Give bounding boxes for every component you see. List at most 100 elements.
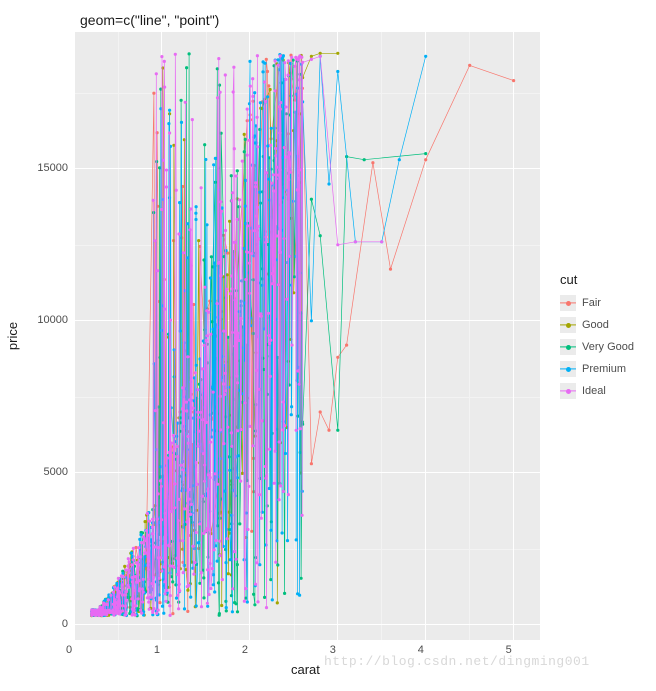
series-point [174,583,177,586]
series-point [298,168,301,171]
series-point [205,421,208,424]
series-point [236,332,239,335]
series-point [246,108,249,111]
series-point [229,558,232,561]
series-point [222,382,225,385]
series-point [182,571,185,574]
series-point [260,315,263,318]
series-point [261,70,264,73]
series-point [142,591,145,594]
series-point [202,576,205,579]
series-point [256,206,259,209]
series-point [124,568,127,571]
series-point [137,546,140,549]
series-point [189,207,192,210]
series-point [217,57,220,60]
series-point [274,561,277,564]
series-point [211,385,214,388]
series-point [267,84,270,87]
series-point [173,482,176,485]
series-point [231,331,234,334]
series-point [248,60,251,63]
series-point [111,609,114,612]
series-point [269,88,272,91]
series-point [237,454,240,457]
series-point [221,578,224,581]
series-point [107,598,110,601]
series-point [173,348,176,351]
series-point [202,596,205,599]
series-point [181,386,184,389]
series-point [241,160,244,163]
series-point [244,401,247,404]
series-point [183,607,186,610]
series-point [235,374,238,377]
series-point [173,506,176,509]
series-point [248,262,251,265]
series-point [273,482,276,485]
series-point [216,483,219,486]
series-point [143,555,146,558]
series-point [191,545,194,548]
series-point [290,405,293,408]
series-point [152,92,155,95]
series-point [269,375,272,378]
series-point [251,77,254,80]
series-point [167,122,170,125]
series-point [163,565,166,568]
series-point [354,240,357,243]
series-point [201,418,204,421]
series-point [163,512,166,515]
series-point [284,78,287,81]
series-point [158,601,161,604]
series-point [285,155,288,158]
series-point [220,604,223,607]
series-point [138,587,141,590]
series-point [145,529,148,532]
series-point [236,429,239,432]
series-point [248,292,251,295]
series-point [231,191,234,194]
series-point [128,560,131,563]
series-point [212,163,215,166]
series-point [251,444,254,447]
series-point [104,598,107,601]
series-point [184,101,187,104]
series-point [255,215,258,218]
series-point [147,601,150,604]
series-point [173,447,176,450]
series-point [172,434,175,437]
series-point [224,73,227,76]
series-point [218,84,221,87]
series-point [177,232,180,235]
series-point [227,572,230,575]
series-point [137,597,140,600]
series-point [130,597,133,600]
series-point [279,108,282,111]
series-point [150,582,153,585]
series-point [117,599,120,602]
series-point [224,229,227,232]
series-point [213,590,216,593]
series-point [160,55,163,58]
series-point [264,100,267,103]
series-point [283,237,286,240]
series-point [164,499,167,502]
series-point [186,256,189,259]
series-point [230,445,233,448]
series-point [180,99,183,102]
series-point [151,518,154,521]
series-point [139,609,142,612]
series-point [265,171,268,174]
series-point [117,583,120,586]
series-point [134,604,137,607]
series-point [282,400,285,403]
series-point [236,610,239,613]
series-point [178,498,181,501]
series-point [207,473,210,476]
series-point [170,442,173,445]
series-point [281,428,284,431]
series-point [275,166,278,169]
series-point [164,592,167,595]
series-point [238,198,241,201]
